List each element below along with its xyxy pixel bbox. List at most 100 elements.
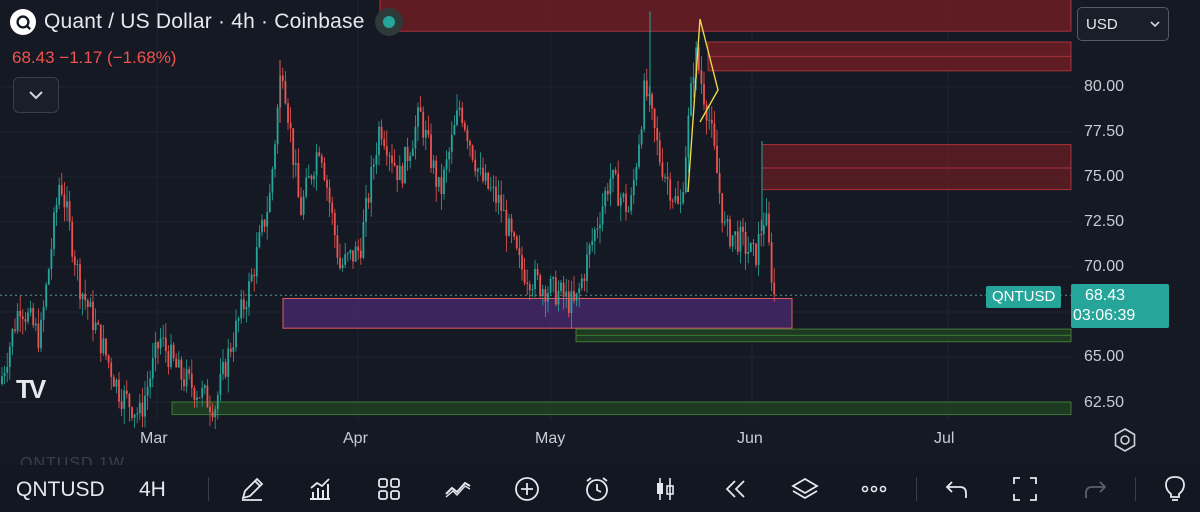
candle [339,257,341,269]
candle [352,250,354,262]
candle [289,122,292,129]
chart-area[interactable]: Quant / US Dollar · 4h · Coinbase 68.43 … [0,0,1200,472]
replay-icon[interactable] [720,474,750,504]
candle [765,213,768,226]
market-status-icon[interactable] [374,8,403,36]
undo-icon[interactable] [942,474,972,504]
collapse-legend-button[interactable] [13,77,59,113]
candle [305,177,308,197]
candle [94,322,97,331]
candle [541,289,544,296]
candle [55,204,58,213]
candle [211,412,214,418]
alarm-icon[interactable] [582,474,612,504]
candle [190,373,193,389]
candle [700,70,703,84]
price-chart[interactable] [0,0,1200,465]
redo-icon[interactable] [1080,474,1110,504]
candle [744,231,747,254]
candle [411,148,414,156]
candle [287,103,289,123]
candle [531,289,534,291]
candle [258,232,261,248]
candle [679,202,682,204]
candle [310,176,313,180]
chevron-down-icon [1150,21,1160,28]
candle [406,146,409,161]
candle [617,173,620,206]
candle [318,152,321,156]
candle [40,319,42,349]
candle [336,235,339,258]
layout-grid-icon[interactable] [374,474,404,504]
candle [222,362,224,374]
x-tick-label: Mar [140,430,168,447]
candle [227,348,230,377]
lightbulb-icon[interactable] [1160,474,1190,504]
more-icon[interactable] [859,474,889,504]
candle [643,80,646,130]
candle [68,201,71,222]
candle [224,362,227,377]
candle [705,104,708,121]
candle [250,274,253,282]
candle [248,281,250,308]
candle [430,134,432,168]
settings-icon[interactable] [1112,427,1138,453]
candle [599,224,601,229]
add-icon[interactable] [512,474,542,504]
candle [261,219,263,233]
currency-select[interactable]: USD [1077,7,1169,41]
candle [671,200,674,202]
candle [518,248,521,256]
candle [674,196,677,201]
candle [281,75,284,82]
candle [172,344,175,359]
candle [219,373,222,396]
fullscreen-icon[interactable] [1010,474,1040,504]
candle [14,329,16,331]
candle [448,151,451,160]
toolbar-interval[interactable]: 4H [139,478,166,501]
candles-icon[interactable] [650,474,680,504]
indicators-icon[interactable] [305,474,335,504]
candle [237,318,240,321]
candle [593,229,596,241]
candle [328,187,331,203]
candle [476,168,479,172]
candle [185,369,188,387]
candle [721,193,724,224]
candle [632,179,635,196]
candle [409,155,412,161]
candle [315,152,318,176]
candle [370,166,373,203]
layers-icon[interactable] [790,474,820,504]
y-tick-label: 75.00 [1084,168,1125,185]
toolbar-divider [916,477,917,501]
candle [177,359,180,368]
symbol-price-tag: QNTUSD [986,286,1062,308]
toolbar-divider [208,477,209,501]
candle [196,397,198,400]
candle [583,278,586,281]
symbol-title[interactable]: Quant / US Dollar · 4h · Coinbase [44,10,365,33]
drawing-tools-icon[interactable] [443,474,473,504]
pencil-icon[interactable] [237,474,267,504]
currency-value: USD [1086,15,1118,33]
candle [505,210,508,236]
candle [380,126,383,140]
candle [510,218,513,233]
candle [29,308,32,313]
candle [16,310,19,331]
candle [162,337,165,339]
candle [385,146,388,156]
candle [562,282,565,297]
candle [554,277,557,305]
candle [123,390,126,409]
candle [97,322,100,325]
candle [419,107,422,112]
candle [768,213,770,243]
toolbar-symbol[interactable]: QNTUSD [16,478,105,501]
candle [201,387,204,398]
candle [63,194,66,208]
